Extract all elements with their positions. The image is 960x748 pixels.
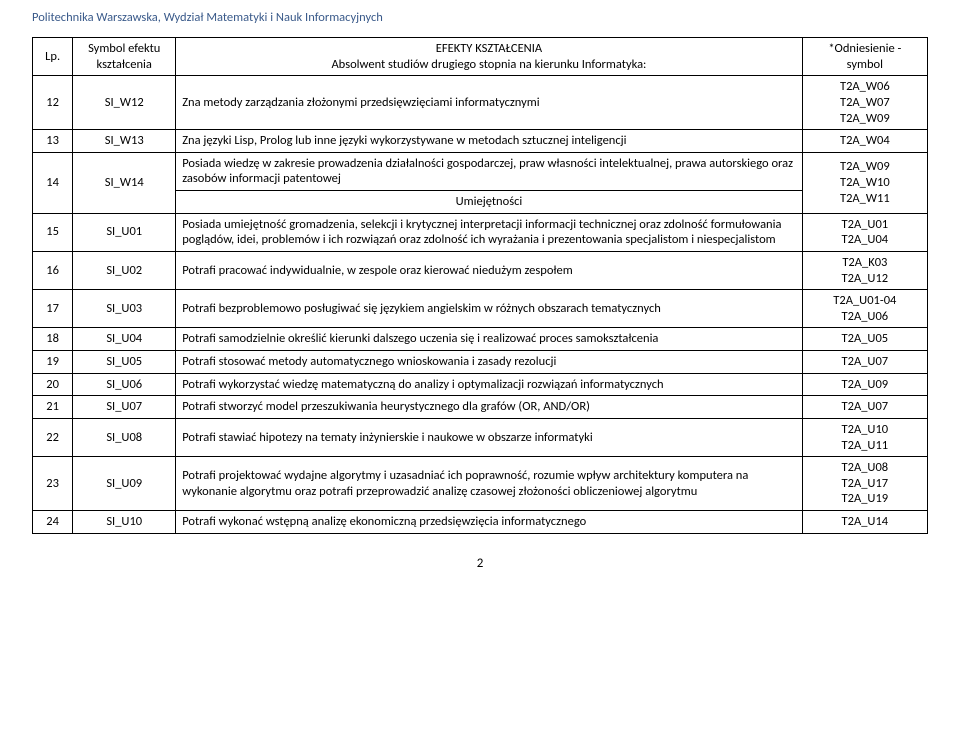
effects-table: Lp. Symbol efektukształcenia EFEKTY KSZT…: [32, 37, 928, 534]
section-label: Umiejętności: [176, 191, 803, 214]
table-row: 22 SI_U08 Potrafi stawiać hipotezy na te…: [33, 418, 928, 456]
cell-desc: Posiada umiejętność gromadzenia, selekcj…: [176, 213, 803, 251]
cell-ref: T2A_U05: [802, 328, 927, 351]
col-lp: Lp.: [33, 38, 73, 76]
table-row: 20 SI_U06 Potrafi wykorzystać wiedzę mat…: [33, 373, 928, 396]
table-header-row: Lp. Symbol efektukształcenia EFEKTY KSZT…: [33, 38, 928, 76]
cell-sym: SI_W14: [73, 152, 176, 213]
cell-lp: 16: [33, 251, 73, 289]
cell-sym: SI_U09: [73, 457, 176, 511]
cell-desc: Potrafi stworzyć model przeszukiwania he…: [176, 396, 803, 419]
table-row: 24 SI_U10 Potrafi wykonać wstępną analiz…: [33, 511, 928, 534]
cell-ref: T2A_W09T2A_W10T2A_W11: [802, 152, 927, 213]
table-row: 21 SI_U07 Potrafi stworzyć model przeszu…: [33, 396, 928, 419]
cell-sym: SI_W12: [73, 76, 176, 130]
cell-desc: Potrafi samodzielnie określić kierunki d…: [176, 328, 803, 351]
cell-sym: SI_U08: [73, 418, 176, 456]
table-row: 13 SI_W13 Zna języki Lisp, Prolog lub in…: [33, 130, 928, 153]
cell-desc: Potrafi wykonać wstępną analizę ekonomic…: [176, 511, 803, 534]
cell-ref: T2A_U07: [802, 396, 927, 419]
cell-sym: SI_W13: [73, 130, 176, 153]
col-title: EFEKTY KSZTAŁCENIAAbsolwent studiów drug…: [176, 38, 803, 76]
cell-lp: 14: [33, 152, 73, 213]
cell-desc: Potrafi stawiać hipotezy na tematy inżyn…: [176, 418, 803, 456]
col-symbol: Symbol efektukształcenia: [73, 38, 176, 76]
cell-lp: 24: [33, 511, 73, 534]
table-row: 23 SI_U09 Potrafi projektować wydajne al…: [33, 457, 928, 511]
table-row: 14 SI_W14 Posiada wiedzę w zakresie prow…: [33, 152, 928, 190]
cell-lp: 15: [33, 213, 73, 251]
cell-lp: 20: [33, 373, 73, 396]
cell-ref: T2A_U01-04T2A_U06: [802, 290, 927, 328]
table-row: 16 SI_U02 Potrafi pracować indywidualnie…: [33, 251, 928, 289]
cell-desc: Potrafi pracować indywidualnie, w zespol…: [176, 251, 803, 289]
cell-lp: 21: [33, 396, 73, 419]
page-number: 2: [32, 556, 928, 571]
cell-ref: T2A_U14: [802, 511, 927, 534]
table-row: 15 SI_U01 Posiada umiejętność gromadzeni…: [33, 213, 928, 251]
cell-sym: SI_U07: [73, 396, 176, 419]
cell-desc: Potrafi bezproblemowo posługiwać się jęz…: [176, 290, 803, 328]
cell-lp: 13: [33, 130, 73, 153]
cell-ref: T2A_U07: [802, 351, 927, 374]
cell-desc: Potrafi wykorzystać wiedzę matematyczną …: [176, 373, 803, 396]
cell-sym: SI_U03: [73, 290, 176, 328]
table-row: 12 SI_W12 Zna metody zarządzania złożony…: [33, 76, 928, 130]
university-header: Politechnika Warszawska, Wydział Matemat…: [32, 10, 928, 25]
cell-sym: SI_U10: [73, 511, 176, 534]
cell-sym: SI_U05: [73, 351, 176, 374]
cell-ref: T2A_U08T2A_U17T2A_U19: [802, 457, 927, 511]
cell-sym: SI_U06: [73, 373, 176, 396]
table-row: 18 SI_U04 Potrafi samodzielnie określić …: [33, 328, 928, 351]
cell-sym: SI_U04: [73, 328, 176, 351]
cell-lp: 17: [33, 290, 73, 328]
cell-desc: Zna języki Lisp, Prolog lub inne języki …: [176, 130, 803, 153]
cell-desc: Potrafi projektować wydajne algorytmy i …: [176, 457, 803, 511]
table-row: 19 SI_U05 Potrafi stosować metody automa…: [33, 351, 928, 374]
col-ref: *Odniesienie -symbol: [802, 38, 927, 76]
cell-lp: 23: [33, 457, 73, 511]
cell-desc: Zna metody zarządzania złożonymi przedsi…: [176, 76, 803, 130]
cell-ref: T2A_U10T2A_U11: [802, 418, 927, 456]
cell-lp: 18: [33, 328, 73, 351]
cell-ref: T2A_W04: [802, 130, 927, 153]
cell-ref: T2A_W06T2A_W07T2A_W09: [802, 76, 927, 130]
cell-desc: Posiada wiedzę w zakresie prowadzenia dz…: [176, 152, 803, 190]
cell-sym: SI_U01: [73, 213, 176, 251]
cell-desc: Potrafi stosować metody automatycznego w…: [176, 351, 803, 374]
cell-ref: T2A_K03T2A_U12: [802, 251, 927, 289]
cell-ref: T2A_U09: [802, 373, 927, 396]
cell-lp: 12: [33, 76, 73, 130]
cell-ref: T2A_U01T2A_U04: [802, 213, 927, 251]
cell-lp: 19: [33, 351, 73, 374]
table-row: 17 SI_U03 Potrafi bezproblemowo posługiw…: [33, 290, 928, 328]
cell-lp: 22: [33, 418, 73, 456]
cell-sym: SI_U02: [73, 251, 176, 289]
